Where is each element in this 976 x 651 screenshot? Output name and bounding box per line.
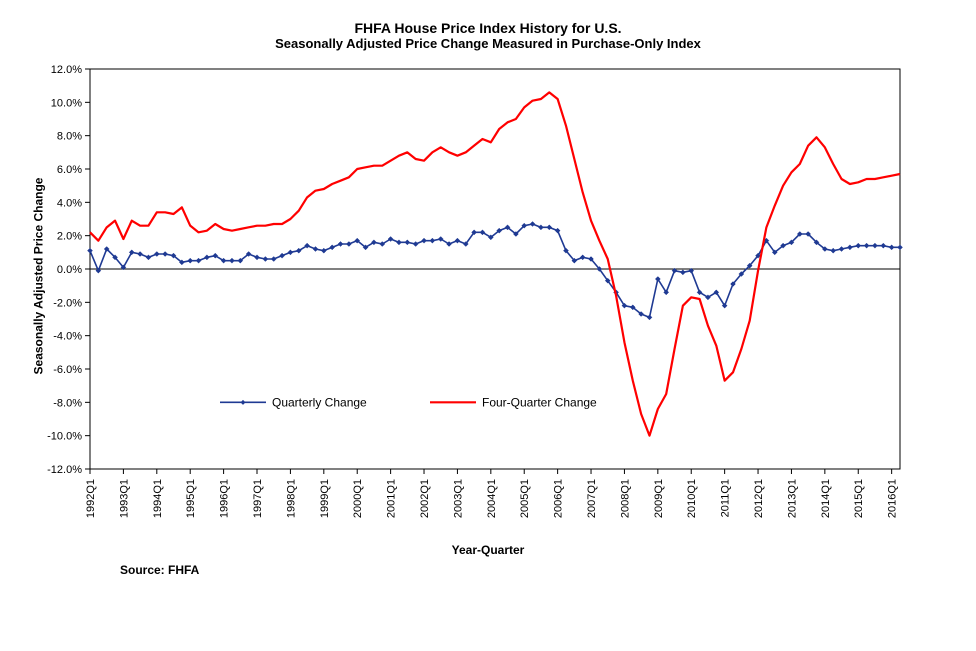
svg-text:-12.0%: -12.0%: [47, 464, 82, 476]
svg-text:2002Q1: 2002Q1: [419, 479, 431, 518]
svg-text:2006Q1: 2006Q1: [553, 479, 565, 518]
svg-text:2000Q1: 2000Q1: [352, 479, 364, 518]
svg-text:1997Q1: 1997Q1: [252, 479, 264, 518]
svg-text:-4.0%: -4.0%: [53, 331, 82, 343]
svg-text:1994Q1: 1994Q1: [152, 479, 164, 518]
svg-text:2010Q1: 2010Q1: [686, 479, 698, 518]
x-axis-label: Year-Quarter: [20, 543, 956, 557]
svg-text:1999Q1: 1999Q1: [319, 479, 331, 518]
svg-text:2012Q1: 2012Q1: [753, 479, 765, 518]
svg-text:Four-Quarter Change: Four-Quarter Change: [482, 395, 597, 409]
chart-svg: -12.0% -10.0% -8.0% -6.0% -4.0% -2.0% 0.0% 2.0%…: [20, 59, 920, 539]
svg-text:-6.0%: -6.0%: [53, 364, 82, 376]
svg-text:-10.0%: -10.0%: [47, 431, 82, 443]
svg-text:1993Q1: 1993Q1: [118, 479, 130, 518]
svg-text:2003Q1: 2003Q1: [452, 479, 464, 518]
svg-text:2016Q1: 2016Q1: [887, 479, 899, 518]
chart-title: FHFA House Price Index History for U.S.: [20, 20, 956, 36]
svg-text:0.0%: 0.0%: [57, 264, 82, 276]
svg-text:1996Q1: 1996Q1: [219, 479, 231, 518]
svg-text:6.0%: 6.0%: [57, 164, 82, 176]
svg-text:2004Q1: 2004Q1: [486, 479, 498, 518]
svg-text:8.0%: 8.0%: [57, 131, 82, 143]
chart-title-block: FHFA House Price Index History for U.S. …: [20, 20, 956, 51]
chart-subtitle: Seasonally Adjusted Price Change Measure…: [20, 36, 956, 51]
svg-text:2007Q1: 2007Q1: [586, 479, 598, 518]
svg-text:-2.0%: -2.0%: [53, 297, 82, 309]
svg-text:10.0%: 10.0%: [51, 97, 82, 109]
svg-text:2001Q1: 2001Q1: [386, 479, 398, 518]
svg-text:2.0%: 2.0%: [57, 231, 82, 243]
svg-text:1992Q1: 1992Q1: [85, 479, 97, 518]
svg-text:4.0%: 4.0%: [57, 197, 82, 209]
chart-container: FHFA House Price Index History for U.S. …: [20, 20, 956, 631]
svg-text:Quarterly Change: Quarterly Change: [272, 395, 367, 409]
svg-text:2013Q1: 2013Q1: [786, 479, 798, 518]
svg-text:2008Q1: 2008Q1: [619, 479, 631, 518]
plot-area: Seasonally Adjusted Price Change -12.0%-…: [20, 59, 956, 539]
svg-text:2015Q1: 2015Q1: [853, 479, 865, 518]
svg-text:2014Q1: 2014Q1: [820, 479, 832, 518]
svg-text:2005Q1: 2005Q1: [519, 479, 531, 518]
svg-text:12.0%: 12.0%: [51, 64, 82, 76]
source-label: Source: FHFA: [120, 563, 956, 577]
svg-text:-8.0%: -8.0%: [53, 397, 82, 409]
y-axis-label: Seasonally Adjusted Price Change: [31, 178, 45, 375]
svg-text:1998Q1: 1998Q1: [285, 479, 297, 518]
svg-text:2009Q1: 2009Q1: [653, 479, 665, 518]
svg-text:2011Q1: 2011Q1: [720, 479, 732, 517]
svg-text:1995Q1: 1995Q1: [185, 479, 197, 518]
